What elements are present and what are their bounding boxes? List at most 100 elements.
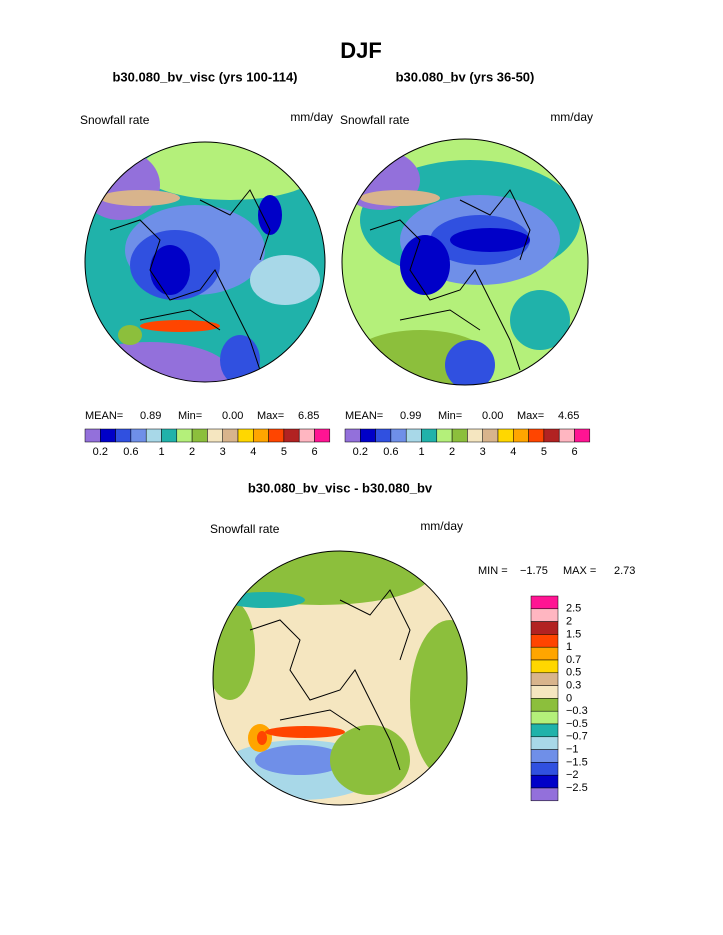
- colorbar-box: [100, 428, 116, 443]
- stat-text: 0.89: [140, 410, 161, 422]
- colorbar-label: −1: [566, 744, 579, 756]
- colorbar-box: [482, 428, 499, 443]
- colorbar-box: [530, 762, 559, 776]
- colorbar-label: 0.5: [566, 667, 581, 679]
- colorbar-box: [253, 428, 269, 443]
- colorbar-label: 0: [566, 692, 572, 704]
- colorbar-box: [530, 723, 559, 738]
- colorbar-label: 2: [566, 616, 572, 628]
- colorbar-label: −2: [566, 769, 579, 781]
- colorbar-box: [390, 428, 407, 443]
- colorbar-box: [530, 608, 559, 622]
- colorbar-box: [530, 698, 559, 712]
- colorbar-box: [314, 428, 331, 443]
- colorbar-box: [530, 634, 559, 648]
- variable-label: Snowfall rate: [340, 113, 410, 127]
- colorbar-box: [530, 621, 559, 635]
- colorbar-box: [130, 428, 147, 443]
- colorbar-label: 1: [418, 446, 424, 458]
- colorbar-box: [497, 428, 514, 443]
- colorbar-label: 6: [311, 446, 317, 458]
- colorbar-box: [513, 428, 529, 443]
- colorbar-box: [558, 428, 575, 443]
- colorbar-box: [161, 428, 178, 443]
- colorbar-box: [530, 774, 559, 789]
- map-border: [84, 141, 326, 383]
- colorbar-label: 0.6: [383, 446, 398, 458]
- colorbar-label: 4: [510, 446, 516, 458]
- colorbar-box: [530, 710, 559, 725]
- map-border: [212, 550, 468, 806]
- colorbar-label: 2: [449, 446, 455, 458]
- colorbar-box: [344, 428, 361, 443]
- colorbar-label: 2.5: [566, 603, 581, 615]
- panel-title: b30.080_bv_visc (yrs 100-114): [112, 69, 297, 84]
- colorbar-label: −0.7: [566, 731, 588, 743]
- colorbar-label: 0.6: [123, 446, 138, 458]
- colorbar-box: [237, 428, 254, 443]
- colorbar-label: 0.2: [353, 446, 368, 458]
- variable-label: Snowfall rate: [80, 113, 150, 127]
- colorbar-box: [191, 428, 208, 443]
- stat-text: 6.85: [298, 410, 319, 422]
- stat-text: −1.75: [520, 565, 548, 577]
- colorbar-label: −2.5: [566, 782, 588, 794]
- stat-text: Min=: [178, 410, 202, 422]
- colorbar-box: [451, 428, 468, 443]
- colorbar-box: [283, 428, 300, 443]
- colorbar-box: [528, 428, 545, 443]
- panel-title: b30.080_bv (yrs 36-50): [396, 69, 535, 84]
- panel-title: b30.080_bv_visc - b30.080_bv: [248, 480, 433, 495]
- colorbar-label: 1.5: [566, 628, 581, 640]
- colorbar-box: [530, 595, 559, 610]
- stat-text: 2.73: [614, 565, 635, 577]
- colorbar-label: 4: [250, 446, 256, 458]
- colorbar-box: [375, 428, 392, 443]
- colorbar-box: [574, 428, 591, 443]
- colorbar-box: [530, 659, 559, 674]
- stat-text: Max=: [257, 410, 284, 422]
- units-label: mm/day: [420, 519, 463, 533]
- colorbar-box: [421, 428, 438, 443]
- figure-title: DJF: [340, 38, 382, 63]
- colorbar-box: [530, 685, 559, 699]
- stat-text: MAX =: [563, 565, 596, 577]
- colorbar-box: [207, 428, 223, 443]
- colorbar-label: 5: [541, 446, 547, 458]
- colorbar-box: [405, 428, 422, 443]
- map-border: [341, 138, 589, 386]
- units-label: mm/day: [550, 110, 593, 124]
- stat-text: Max=: [517, 410, 544, 422]
- stat-text: Min=: [438, 410, 462, 422]
- colorbar-label: 0.2: [93, 446, 108, 458]
- colorbar-label: 0.7: [566, 654, 581, 666]
- colorbar-label: −0.3: [566, 705, 588, 717]
- colorbar-label: 3: [480, 446, 486, 458]
- colorbar-box: [436, 428, 453, 443]
- colorbar-label: 0.3: [566, 680, 581, 692]
- stat-text: MEAN=: [85, 410, 123, 422]
- colorbar-box: [530, 749, 559, 763]
- colorbar-label: 6: [571, 446, 577, 458]
- stat-text: 4.65: [558, 410, 579, 422]
- colorbar-box: [530, 672, 559, 686]
- colorbar-label: 1: [158, 446, 164, 458]
- colorbar-label: 3: [220, 446, 226, 458]
- stat-text: 0.99: [400, 410, 421, 422]
- colorbar-label: 2: [189, 446, 195, 458]
- colorbar-box: [467, 428, 483, 443]
- stat-text: MIN =: [478, 565, 508, 577]
- colorbar-label: 1: [566, 641, 572, 653]
- colorbar-box: [176, 428, 193, 443]
- units-label: mm/day: [290, 110, 333, 124]
- colorbar-box: [84, 428, 101, 443]
- colorbar-box: [115, 428, 132, 443]
- colorbar-label: −1.5: [566, 756, 588, 768]
- colorbar-box: [530, 736, 559, 750]
- colorbar-box: [268, 428, 285, 443]
- colorbar-box: [360, 428, 376, 443]
- colorbar-box: [530, 787, 559, 802]
- colorbar-label: −0.5: [566, 718, 588, 730]
- map-1: [85, 142, 325, 382]
